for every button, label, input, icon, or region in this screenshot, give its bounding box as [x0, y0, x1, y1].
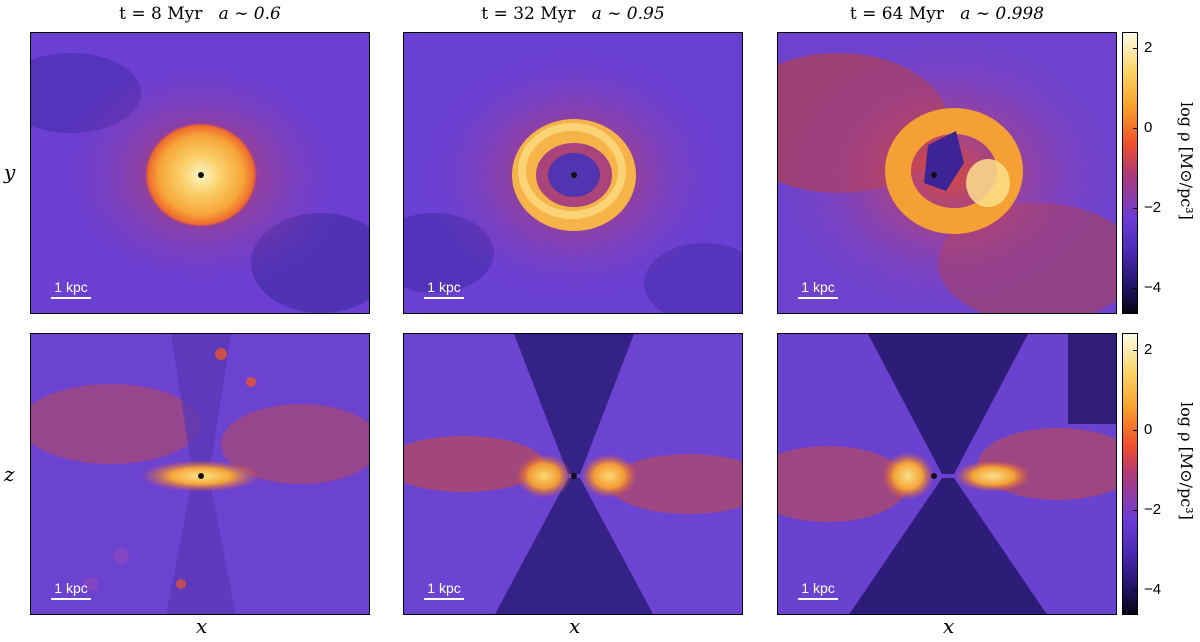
scale-bar: 1 kpc	[51, 279, 91, 299]
density-panel-xy-8myr: 1 kpc	[30, 32, 370, 314]
colorbar-top	[1122, 32, 1138, 314]
scale-bar: 1 kpc	[798, 279, 838, 299]
column-title-2: t = 32 Myr a ∼ 0.95	[481, 4, 665, 24]
column-title-1: t = 8 Myr a ∼ 0.6	[119, 4, 281, 24]
scale-bar: 1 kpc	[798, 580, 838, 600]
x-axis-label-2: x	[569, 614, 581, 638]
colorbar-tick: 0	[1144, 119, 1153, 136]
colorbar-label-top: log ρ [M⊙/pc³]	[1177, 102, 1196, 220]
colorbar-tick: −4	[1144, 581, 1162, 598]
x-axis-label-3: x	[943, 614, 955, 638]
density-panel-xz-32myr: 1 kpc	[403, 333, 743, 615]
scale-bar: 1 kpc	[51, 580, 91, 600]
colorbar-tick: −2	[1144, 199, 1162, 216]
density-panel-xz-8myr: 1 kpc	[30, 333, 370, 615]
colorbar-bottom	[1122, 333, 1138, 615]
column-title-3: t = 64 Myr a ∼ 0.998	[849, 4, 1045, 24]
density-panel-xy-64myr: 1 kpc	[777, 32, 1117, 314]
z-axis-label: z	[4, 462, 15, 486]
colorbar-tick: 2	[1144, 39, 1153, 56]
colorbar-label-bottom: log ρ [M⊙/pc³]	[1177, 402, 1196, 520]
x-axis-label-1: x	[196, 614, 208, 638]
y-axis-label: y	[4, 160, 16, 184]
scale-bar: 1 kpc	[424, 279, 464, 299]
density-panel-xy-32myr: 1 kpc	[403, 32, 743, 314]
density-panel-xz-64myr: 1 kpc	[777, 333, 1117, 615]
colorbar-tick: −2	[1144, 501, 1162, 518]
colorbar-tick: 0	[1144, 421, 1153, 438]
colorbar-tick: 2	[1144, 341, 1153, 358]
colorbar-tick: −4	[1144, 279, 1162, 296]
scale-bar: 1 kpc	[424, 580, 464, 600]
